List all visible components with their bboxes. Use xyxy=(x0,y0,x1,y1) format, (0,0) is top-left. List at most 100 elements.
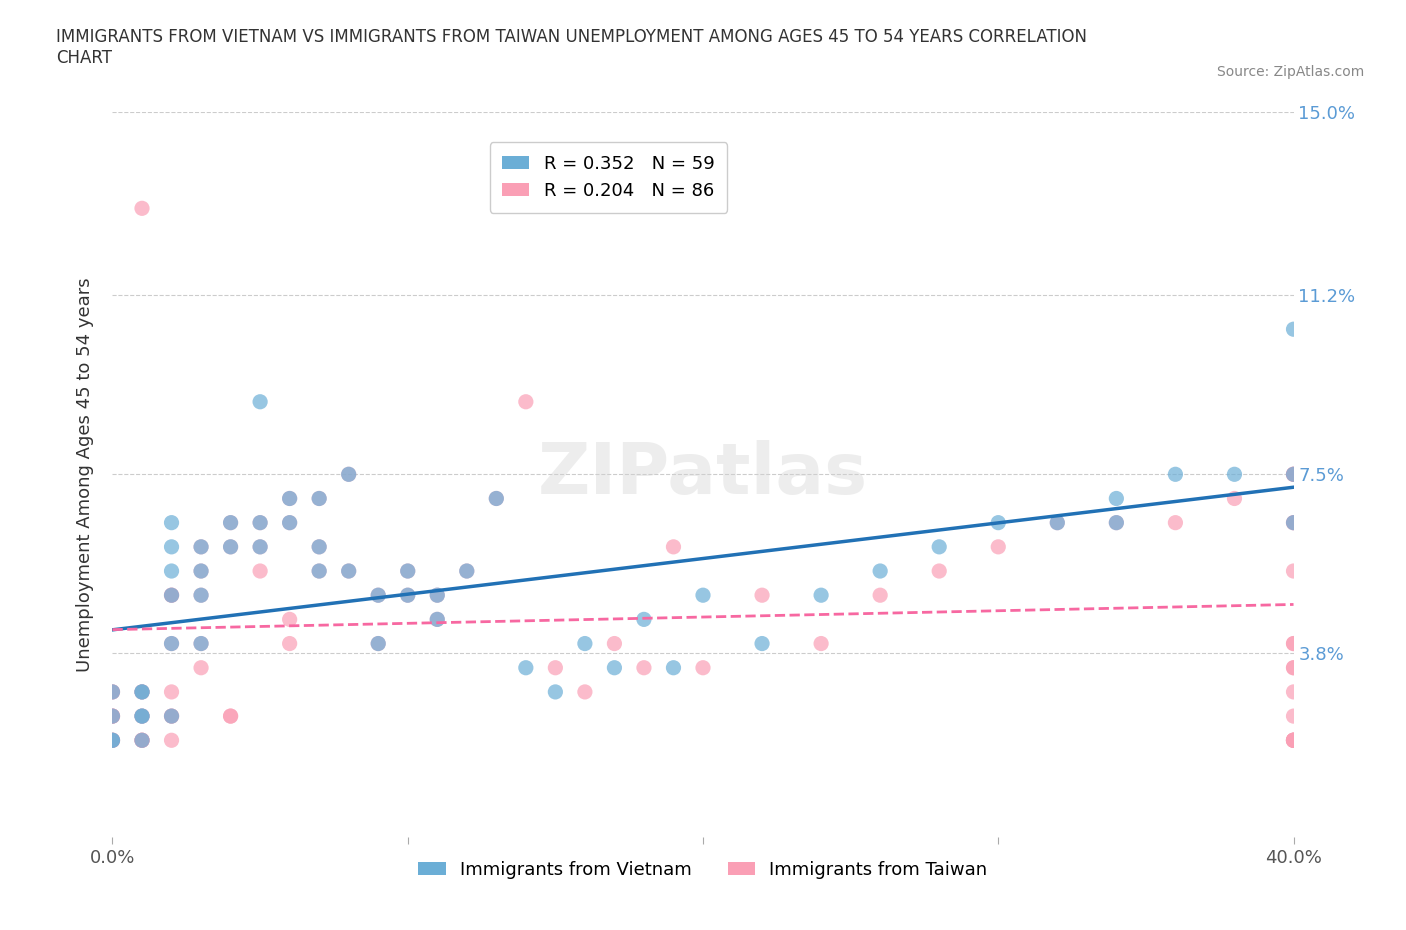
Point xyxy=(751,588,773,603)
Point xyxy=(160,588,183,603)
Point xyxy=(1282,660,1305,675)
Point xyxy=(1105,491,1128,506)
Point xyxy=(249,515,271,530)
Point xyxy=(337,564,360,578)
Point xyxy=(456,564,478,578)
Point xyxy=(367,636,389,651)
Point xyxy=(219,539,242,554)
Point xyxy=(101,684,124,699)
Point xyxy=(160,709,183,724)
Point xyxy=(219,539,242,554)
Point xyxy=(515,394,537,409)
Point xyxy=(515,660,537,675)
Point xyxy=(131,709,153,724)
Point xyxy=(367,588,389,603)
Point xyxy=(1282,684,1305,699)
Point xyxy=(1282,515,1305,530)
Point xyxy=(1282,733,1305,748)
Point xyxy=(1282,467,1305,482)
Point xyxy=(101,733,124,748)
Point xyxy=(662,660,685,675)
Point xyxy=(426,612,449,627)
Point xyxy=(278,636,301,651)
Point xyxy=(987,515,1010,530)
Point xyxy=(160,588,183,603)
Point xyxy=(544,660,567,675)
Point xyxy=(278,491,301,506)
Point xyxy=(190,588,212,603)
Point xyxy=(131,733,153,748)
Point xyxy=(337,467,360,482)
Point xyxy=(1046,515,1069,530)
Point xyxy=(308,564,330,578)
Point xyxy=(1282,660,1305,675)
Point xyxy=(1164,515,1187,530)
Point xyxy=(485,491,508,506)
Point xyxy=(249,539,271,554)
Point xyxy=(1223,491,1246,506)
Point xyxy=(219,709,242,724)
Point xyxy=(928,539,950,554)
Point xyxy=(249,539,271,554)
Point xyxy=(426,612,449,627)
Point xyxy=(131,684,153,699)
Point xyxy=(426,588,449,603)
Point xyxy=(1282,733,1305,748)
Point xyxy=(160,733,183,748)
Point xyxy=(190,636,212,651)
Point xyxy=(869,588,891,603)
Point xyxy=(1164,467,1187,482)
Point xyxy=(1282,564,1305,578)
Point xyxy=(603,660,626,675)
Point xyxy=(1105,515,1128,530)
Point xyxy=(869,564,891,578)
Point xyxy=(928,564,950,578)
Point xyxy=(190,539,212,554)
Point xyxy=(396,564,419,578)
Point xyxy=(603,636,626,651)
Point xyxy=(1282,733,1305,748)
Point xyxy=(101,733,124,748)
Point xyxy=(426,588,449,603)
Point xyxy=(1282,733,1305,748)
Point xyxy=(278,612,301,627)
Point xyxy=(1282,636,1305,651)
Point xyxy=(219,709,242,724)
Point xyxy=(633,660,655,675)
Point xyxy=(131,733,153,748)
Point xyxy=(396,564,419,578)
Point xyxy=(190,636,212,651)
Point xyxy=(308,564,330,578)
Point xyxy=(101,709,124,724)
Point xyxy=(160,564,183,578)
Point xyxy=(574,684,596,699)
Y-axis label: Unemployment Among Ages 45 to 54 years: Unemployment Among Ages 45 to 54 years xyxy=(76,277,94,671)
Point xyxy=(131,733,153,748)
Point xyxy=(308,539,330,554)
Point xyxy=(1282,322,1305,337)
Point xyxy=(751,636,773,651)
Point xyxy=(308,491,330,506)
Point xyxy=(1282,733,1305,748)
Point xyxy=(278,491,301,506)
Point xyxy=(337,564,360,578)
Point xyxy=(160,636,183,651)
Point xyxy=(160,515,183,530)
Point xyxy=(337,467,360,482)
Point xyxy=(1282,709,1305,724)
Point xyxy=(190,588,212,603)
Text: ZIPatlas: ZIPatlas xyxy=(538,440,868,509)
Point xyxy=(1282,467,1305,482)
Point xyxy=(1282,467,1305,482)
Point xyxy=(160,636,183,651)
Point xyxy=(1223,467,1246,482)
Text: Source: ZipAtlas.com: Source: ZipAtlas.com xyxy=(1216,65,1364,79)
Point xyxy=(160,588,183,603)
Point xyxy=(131,684,153,699)
Point xyxy=(987,539,1010,554)
Point xyxy=(810,588,832,603)
Point xyxy=(101,733,124,748)
Point xyxy=(190,660,212,675)
Point xyxy=(308,539,330,554)
Point xyxy=(160,709,183,724)
